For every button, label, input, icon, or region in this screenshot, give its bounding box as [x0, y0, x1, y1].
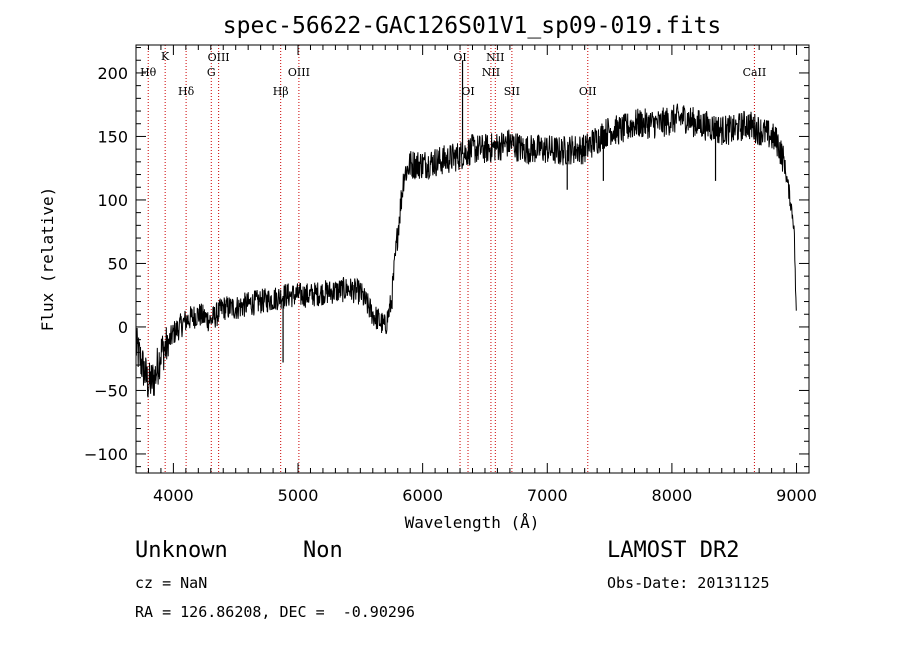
- coordinates: RA = 126.86208, DEC = -0.90296: [135, 603, 415, 621]
- chart-title: spec-56622-GAC126S01V1_sp09-019.fits: [223, 13, 722, 39]
- line-marker-label: OI: [461, 85, 474, 98]
- line-marker-label: NII: [482, 66, 500, 79]
- line-marker-label: OI: [453, 51, 466, 64]
- y-tick-label: 0: [118, 318, 128, 337]
- y-axis-label: Flux (relative): [38, 187, 57, 332]
- x-tick-label: 8000: [652, 486, 693, 505]
- line-marker-label: OIII: [208, 51, 230, 64]
- y-tick-label: −100: [84, 445, 128, 464]
- survey-label: LAMOST DR2: [607, 538, 740, 563]
- line-marker-label: Hβ: [273, 85, 289, 98]
- spectrum-line: [135, 103, 797, 398]
- line-marker-label: Hθ: [140, 66, 157, 79]
- x-tick-label: 4000: [153, 486, 194, 505]
- line-marker-label: OII: [579, 85, 597, 98]
- obs-date: Obs-Date: 20131125: [607, 574, 770, 592]
- y-tick-label: 150: [97, 127, 128, 146]
- class-label: Unknown: [135, 538, 228, 563]
- line-marker-label: G: [207, 66, 216, 79]
- y-tick-label: −50: [94, 381, 128, 400]
- y-tick-label: 100: [97, 191, 128, 210]
- cz-value: cz = NaN: [135, 574, 208, 592]
- line-marker-label: Hδ: [178, 85, 195, 98]
- line-marker-label: CaII: [743, 66, 767, 79]
- y-tick-label: 50: [108, 254, 128, 273]
- x-tick-label: 7000: [527, 486, 568, 505]
- x-axis-label: Wavelength (Å): [405, 513, 540, 532]
- line-marker-label: SII: [504, 85, 520, 98]
- x-tick-label: 6000: [402, 486, 443, 505]
- line-marker-label: NII: [486, 51, 504, 64]
- line-marker-labels-group: Hθ K Hδ G OIII Hβ OIII OI OI NII NII SII OII CaII: [140, 50, 766, 98]
- y-axis-ticks: −100 −50 0 50 100 150 200: [84, 47, 809, 468]
- spectrum-spikes-group: [282, 60, 717, 363]
- x-tick-label: 9000: [776, 486, 817, 505]
- x-tick-label: 5000: [278, 486, 319, 505]
- line-marker-label: K: [161, 50, 170, 63]
- y-tick-label: 200: [97, 64, 128, 83]
- x-axis-ticks: 4000 5000 6000 7000 8000 9000: [147, 45, 817, 505]
- line-markers-group: [147, 45, 755, 473]
- line-marker-label: OIII: [288, 66, 310, 79]
- plot-frame: [135, 44, 810, 474]
- subclass-label: Non: [303, 538, 343, 563]
- spectrum-chart: spec-56622-GAC126S01V1_sp09-019.fits Hθ K…: [38, 13, 817, 532]
